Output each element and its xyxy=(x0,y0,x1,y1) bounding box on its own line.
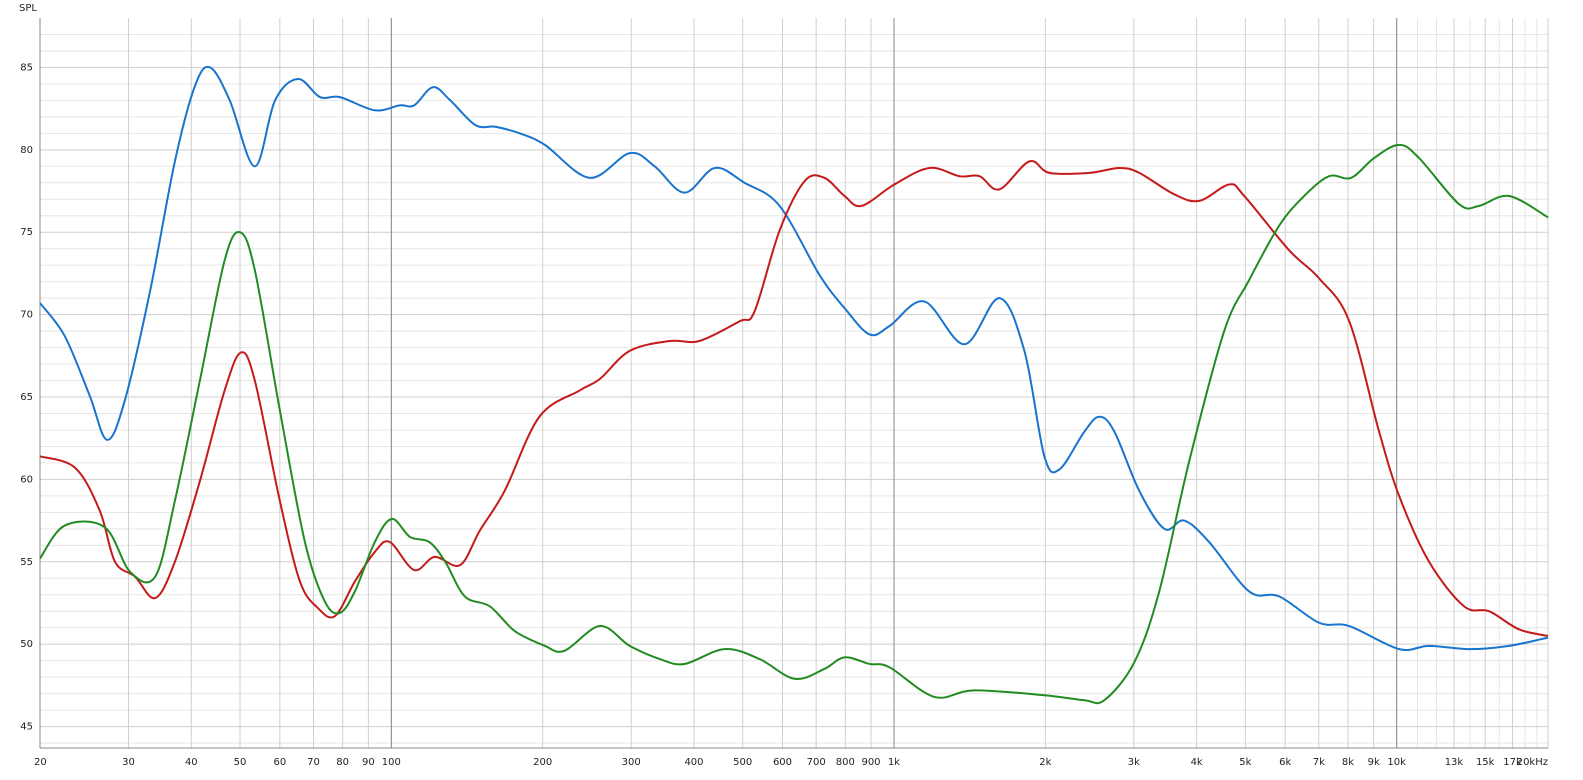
y-tick-label: 45 xyxy=(20,722,33,733)
x-tick-label: 6k xyxy=(1279,757,1291,768)
x-tick-label: 80 xyxy=(336,757,349,768)
frequency-response-line xyxy=(39,159,1549,637)
y-tick-label: 65 xyxy=(20,392,33,403)
x-tick-label: 3k xyxy=(1128,757,1140,768)
x-tick-label: 100 xyxy=(382,757,401,768)
x-tick-label: 30 xyxy=(122,757,135,768)
x-tick-label: 13k xyxy=(1445,757,1464,768)
x-tick-label: 400 xyxy=(684,757,703,768)
x-tick-label: 900 xyxy=(861,757,880,768)
x-tick-label: 20 xyxy=(34,757,47,768)
x-tick-label: 5k xyxy=(1239,757,1251,768)
labels: 45 50 55 60 65 70 75 80 85 20 30 40 50 60 70 80 90 100 200… xyxy=(20,62,1548,768)
x-tick-label: 17k xyxy=(1503,757,1522,768)
y-tick-label: 60 xyxy=(20,474,33,485)
grid xyxy=(39,18,1549,749)
x-tick-label: 600 xyxy=(773,757,792,768)
x-tick-label: 8k xyxy=(1342,757,1354,768)
x-tick-label: 7k xyxy=(1313,757,1325,768)
y-axis-label: SPL xyxy=(19,3,37,14)
y-tick-label: 75 xyxy=(20,227,33,238)
x-tick-label: 300 xyxy=(622,757,641,768)
x-tick-label: 15k xyxy=(1476,757,1495,768)
y-tick-label: 80 xyxy=(20,145,33,156)
x-tick-label: 4k xyxy=(1191,757,1203,768)
x-tick-label: 90 xyxy=(362,757,375,768)
x-tick-label: 20kHz xyxy=(1517,757,1548,768)
x-tick-label: 40 xyxy=(185,757,198,768)
x-tick-label: 800 xyxy=(836,757,855,768)
x-tick-label: 60 xyxy=(273,757,286,768)
x-tick-label: 500 xyxy=(733,757,752,768)
y-tick-label: 85 xyxy=(20,62,33,73)
y-tick-label: 55 xyxy=(20,557,33,568)
x-tick-label: 50 xyxy=(234,757,247,768)
frequency-response-line xyxy=(39,143,1549,705)
x-tick-label: 1k xyxy=(888,757,900,768)
x-tick-label: 9k xyxy=(1368,757,1380,768)
x-tick-label: 10k xyxy=(1387,757,1406,768)
x-tick-label: 70 xyxy=(307,757,320,768)
y-tick-label: 70 xyxy=(20,310,33,321)
x-tick-label: 700 xyxy=(807,757,826,768)
x-tick-label: 2k xyxy=(1039,757,1051,768)
lines xyxy=(39,65,1549,705)
x-tick-label: 200 xyxy=(533,757,552,768)
frequency-response-line xyxy=(39,65,1549,652)
y-tick-label: 50 xyxy=(20,639,33,650)
